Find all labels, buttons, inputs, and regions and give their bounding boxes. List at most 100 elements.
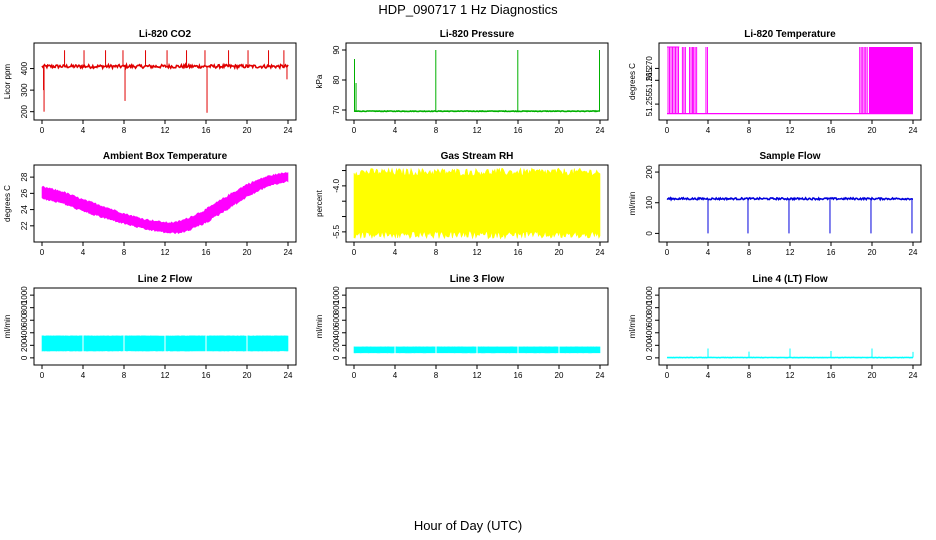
y-tick-label: 80 [332, 75, 341, 84]
series-burst [868, 47, 913, 114]
y-tick-label: 200 [20, 338, 29, 352]
x-tick-label: 24 [596, 126, 605, 135]
y-axis-label: ml/min [315, 315, 324, 339]
panel-line4-flow: Line 4 (LT) Flow 0 4 8 12 16 20 24 0 200400600800… [628, 274, 922, 380]
x-tick-label: 24 [909, 126, 918, 135]
x-tick-label: 20 [555, 371, 564, 380]
y-tick-label: 51.255 [645, 91, 654, 116]
y-tick-label: 51.270 [645, 56, 654, 81]
x-tick-label: 20 [243, 126, 252, 135]
y-tick-label: 800 [645, 300, 654, 314]
x-tick-label: 4 [393, 371, 398, 380]
x-tick-label: 20 [243, 248, 252, 257]
y-axis-label: degrees C [3, 185, 12, 222]
x-tick-label: 0 [40, 248, 45, 257]
x-tick-label: 8 [122, 248, 127, 257]
x-tick-label: 4 [393, 248, 398, 257]
x-tick-label: 4 [706, 126, 711, 135]
x-tick-label: 8 [122, 126, 127, 135]
y-axis-label: percent [315, 189, 324, 216]
x-tick-label: 4 [81, 126, 86, 135]
y-tick-label: 400 [20, 326, 29, 340]
x-tick-label: 20 [868, 126, 877, 135]
x-tick-label: 16 [202, 126, 211, 135]
panel-frame [33, 287, 297, 366]
series-burst [681, 47, 686, 114]
y-tick-label: 24 [20, 205, 29, 214]
x-axis-label: Hour of Day (UTC) [413, 518, 523, 533]
series-burst [689, 47, 694, 114]
y-axis-label: ml/min [628, 315, 637, 339]
y-tick-label: 800 [20, 300, 29, 314]
y-axis-label: degrees C [628, 63, 637, 100]
x-tick-label: 16 [514, 126, 523, 135]
panel-title: Line 2 Flow [138, 274, 193, 285]
x-tick-label: 8 [747, 371, 752, 380]
panel-licor-temp: Li-820 Temperature 0 4 8 12 16 20 24 51.25551.26… [628, 29, 922, 135]
x-tick-label: 12 [161, 371, 170, 380]
x-tick-label: 20 [868, 371, 877, 380]
x-tick-label: 4 [706, 248, 711, 257]
x-tick-label: 12 [786, 126, 795, 135]
y-axis-label: Licor ppm [3, 64, 12, 99]
x-tick-label: 24 [596, 248, 605, 257]
x-tick-label: 0 [352, 248, 357, 257]
x-tick-label: 0 [665, 371, 670, 380]
x-tick-label: 16 [514, 371, 523, 380]
y-tick-label: 51.265 [645, 68, 654, 93]
x-tick-label: 4 [706, 371, 711, 380]
x-tick-label: 16 [827, 371, 836, 380]
y-tick-label: 1000 [20, 286, 29, 304]
series-burst [859, 47, 868, 114]
y-tick-label: 300 [20, 83, 29, 97]
x-tick-label: 4 [81, 248, 86, 257]
x-tick-label: 24 [909, 371, 918, 380]
x-tick-label: 0 [665, 126, 670, 135]
y-tick-label: 800 [332, 300, 341, 314]
panel-box-temp: Ambient Box Temperature 0 4 8 12 16 20 24 22 24 26… [3, 151, 297, 257]
x-tick-label: 0 [352, 371, 357, 380]
panel-frame [345, 42, 609, 121]
y-tick-label: -5.5 [332, 224, 341, 238]
x-tick-label: 12 [473, 248, 482, 257]
series-band [41, 172, 289, 235]
x-tick-label: 12 [786, 248, 795, 257]
x-tick-label: 20 [555, 248, 564, 257]
y-tick-label: 200 [20, 104, 29, 118]
y-tick-label: -4.0 [332, 178, 341, 192]
y-tick-label: 1000 [332, 286, 341, 304]
y-tick-label: 200 [645, 338, 654, 352]
x-tick-label: 8 [747, 126, 752, 135]
y-tick-label: 0 [332, 355, 341, 360]
x-tick-label: 4 [81, 371, 86, 380]
x-tick-label: 12 [786, 371, 795, 380]
series-line [41, 62, 289, 71]
x-tick-label: 0 [40, 126, 45, 135]
x-tick-label: 12 [161, 126, 170, 135]
y-tick-label: 1000 [645, 286, 654, 304]
panel-pressure: Li-820 Pressure 0 4 8 12 16 20 24 70 80 90 kPa [315, 29, 609, 135]
panel-title: Line 4 (LT) Flow [752, 274, 828, 285]
y-tick-label: 90 [332, 45, 341, 54]
x-tick-label: 8 [747, 248, 752, 257]
x-tick-label: 8 [122, 371, 127, 380]
series-burst [667, 47, 680, 114]
y-tick-label: 400 [332, 326, 341, 340]
x-tick-label: 16 [202, 248, 211, 257]
x-tick-label: 24 [284, 126, 293, 135]
y-tick-label: 600 [20, 313, 29, 327]
y-tick-label: 100 [645, 196, 654, 210]
x-tick-label: 8 [434, 126, 439, 135]
x-tick-label: 0 [665, 248, 670, 257]
panel-title: Line 3 Flow [450, 274, 505, 285]
x-tick-label: 24 [909, 248, 918, 257]
x-tick-label: 0 [352, 126, 357, 135]
series-burst [705, 47, 708, 114]
x-tick-label: 4 [393, 126, 398, 135]
y-axis-label: ml/min [3, 315, 12, 339]
x-tick-label: 8 [434, 371, 439, 380]
panel-rh: Gas Stream RH 0 4 8 12 16 20 24 -5.5 -4.0 percent [315, 151, 609, 257]
